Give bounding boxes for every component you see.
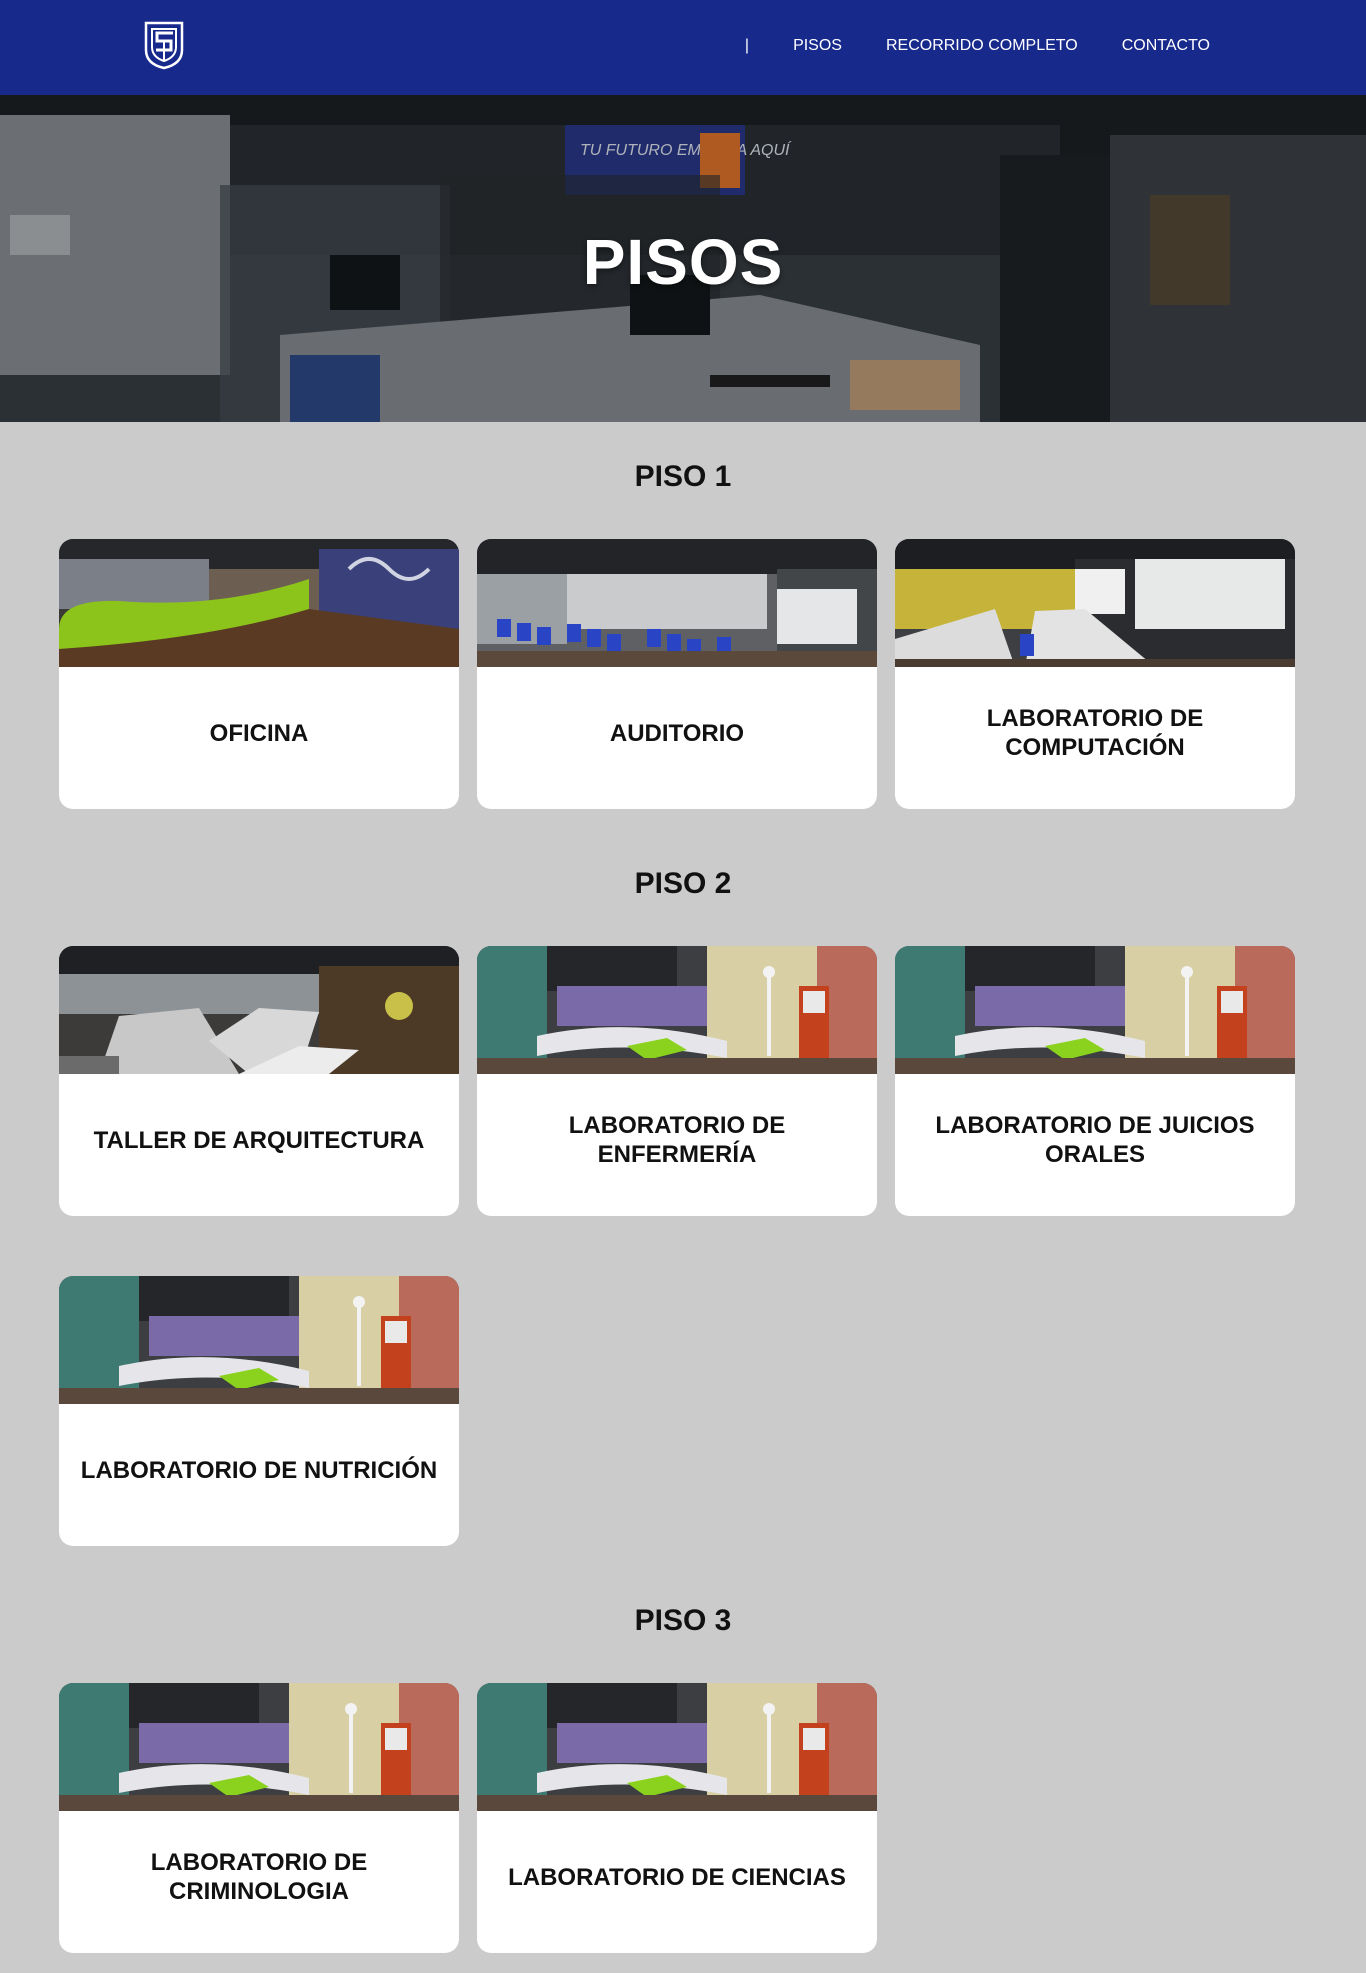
room-thumbnail-laboratorio-de-computacion	[895, 539, 1295, 667]
room-thumbnail-laboratorio-de-enfermeria	[477, 946, 877, 1074]
room-card-auditorio[interactable]: AUDITORIO	[477, 539, 877, 809]
room-label-laboratorio-de-computacion: LABORATORIO DE COMPUTACIÓN	[986, 705, 1204, 761]
floor-2-title: PISO 2	[634, 867, 732, 900]
nav-link-recorrido-completo[interactable]: RECORRIDO COMPLETO	[885, 37, 1078, 54]
main-nav: | PISOS RECORRIDO COMPLETO CONTACTO	[745, 37, 1210, 55]
room-thumbnail-auditorio	[477, 539, 877, 667]
room-card-laboratorio-de-juicios-orales[interactable]: LABORATORIO DE JUICIOS ORALES	[895, 946, 1295, 1216]
nav-link-contacto[interactable]: CONTACTO	[1121, 37, 1210, 54]
hero-banner: TU FUTURO EMPIEZA AQUÍ PISOS	[0, 95, 1366, 422]
room-thumbnail-oficina	[59, 539, 459, 667]
room-thumbnail-taller-de-arquitectura	[59, 946, 459, 1074]
room-card-laboratorio-de-computacion[interactable]: LABORATORIO DE COMPUTACIÓN	[895, 539, 1295, 809]
school-shield-logo-icon[interactable]	[143, 20, 185, 70]
top-navigation-bar: | PISOS RECORRIDO COMPLETO CONTACTO	[0, 0, 1366, 95]
hero-office-photo: TU FUTURO EMPIEZA AQUÍ	[0, 95, 1366, 422]
room-card-laboratorio-de-criminologia[interactable]: LABORATORIO DE CRIMINOLOGIA	[59, 1683, 459, 1953]
room-label-laboratorio-de-juicios-orales: LABORATORIO DE JUICIOS ORALES	[935, 1112, 1255, 1168]
room-thumbnail-laboratorio-de-criminologia	[59, 1683, 459, 1811]
room-label-laboratorio-de-nutricion: LABORATORIO DE NUTRICIÓN	[80, 1456, 438, 1484]
room-card-laboratorio-de-nutricion[interactable]: LABORATORIO DE NUTRICIÓN	[59, 1276, 459, 1546]
room-label-oficina: OFICINA	[209, 719, 309, 747]
room-card-oficina[interactable]: OFICINA	[59, 539, 459, 809]
room-label-laboratorio-de-ciencias: LABORATORIO DE CIENCIAS	[508, 1863, 846, 1891]
floor-3-title: PISO 3	[634, 1604, 732, 1637]
room-thumbnail-laboratorio-de-ciencias	[477, 1683, 877, 1811]
nav-link-pisos[interactable]: PISOS	[793, 37, 842, 54]
room-label-auditorio: AUDITORIO	[609, 719, 745, 747]
nav-separator: |	[744, 37, 750, 54]
room-card-laboratorio-de-ciencias[interactable]: LABORATORIO DE CIENCIAS	[477, 1683, 877, 1953]
page-title: PISOS	[582, 226, 784, 298]
room-label-laboratorio-de-enfermeria: LABORATORIO DE ENFERMERÍA	[568, 1112, 786, 1168]
room-card-laboratorio-de-enfermeria[interactable]: LABORATORIO DE ENFERMERÍA	[477, 946, 877, 1216]
room-thumbnail-laboratorio-de-juicios-orales	[895, 946, 1295, 1074]
room-thumbnail-laboratorio-de-nutricion	[59, 1276, 459, 1404]
room-label-laboratorio-de-criminologia: LABORATORIO DE CRIMINOLOGIA	[150, 1849, 368, 1905]
floor-1-title: PISO 1	[634, 460, 732, 493]
room-label-taller-de-arquitectura: TALLER DE ARQUITECTURA	[93, 1126, 425, 1154]
room-card-taller-de-arquitectura[interactable]: TALLER DE ARQUITECTURA	[59, 946, 459, 1216]
